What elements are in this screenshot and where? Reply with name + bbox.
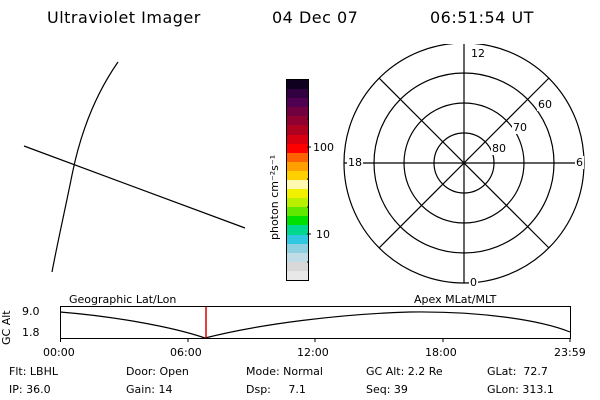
- date-label: 04 Dec 07: [272, 8, 359, 27]
- colorbar-segment: [287, 125, 308, 135]
- time-label: 06:51:54 UT: [430, 8, 534, 27]
- colorbar-segment: [287, 98, 308, 108]
- colorbar-segment: [287, 134, 308, 144]
- colorbar-segment: [287, 207, 308, 217]
- colorbar-segment: [287, 270, 308, 280]
- track-right-caption: Apex MLat/MLT: [414, 293, 497, 306]
- mlt-label-6: 6: [575, 156, 584, 169]
- colorbar-ticks: [307, 118, 311, 263]
- colorbar-segment: [287, 243, 308, 253]
- track-ylabel: GC Alt: [0, 310, 13, 345]
- colorbar-segment: [287, 179, 308, 190]
- track-xtick-1800: 18:00: [425, 346, 457, 359]
- track-xtick-2359: 23:59: [554, 346, 586, 359]
- info-gc-alt: GC Alt: 2.2 Re: [366, 365, 443, 378]
- colorbar-segment: [287, 116, 308, 126]
- colorbar-segment: [287, 107, 308, 117]
- colorbar-segment: [287, 234, 308, 244]
- geographic-grid-plot: [23, 61, 246, 273]
- colorbar-segment: [287, 225, 308, 235]
- mlat-label-60: 60: [537, 98, 553, 111]
- colorbar-segment: [287, 252, 308, 262]
- track-xtick-1200: 12:00: [297, 346, 329, 359]
- mlat-label-80: 80: [491, 142, 507, 155]
- colorbar-tick-10: 10: [316, 228, 330, 241]
- polar-mlat-mlt-plot: [343, 44, 585, 284]
- longitude-line: [51, 61, 119, 273]
- colorbar-segment: [287, 161, 308, 171]
- colorbar-segment: [287, 152, 308, 162]
- mlt-label-18: 18: [347, 156, 363, 169]
- info-gain: Gain: 14: [126, 383, 173, 396]
- track-ytick-bottom: 1.8: [22, 326, 40, 339]
- latitude-line: [23, 145, 246, 229]
- orbit-altitude-track: [60, 306, 571, 342]
- mlat-label-70: 70: [512, 121, 528, 134]
- info-door: Door: Open: [126, 365, 189, 378]
- colorbar-segment: [287, 79, 308, 90]
- info-ip: IP: 36.0: [9, 383, 51, 396]
- colorbar-segment: [287, 89, 308, 99]
- mlt-label-0: 0: [469, 276, 478, 289]
- track-ytick-top: 9.0: [22, 305, 40, 318]
- colorbar-segment: [287, 170, 308, 180]
- info-glon: GLon: 313.1: [487, 383, 554, 396]
- colorbar-segment: [287, 216, 308, 226]
- colorbar-unit-label: photon cm⁻²s⁻¹: [268, 154, 281, 240]
- colorbar-segment: [287, 198, 308, 208]
- info-mode: Mode: Normal: [246, 365, 323, 378]
- info-dsp: Dsp: 7.1: [246, 383, 306, 396]
- colorbar-segment: [287, 261, 308, 271]
- colorbar-segment: [287, 189, 308, 199]
- track-left-caption: Geographic Lat/Lon: [69, 293, 177, 306]
- info-seq: Seq: 39: [366, 383, 408, 396]
- track-xtick-0600: 06:00: [170, 346, 202, 359]
- colorbar-segment: [287, 143, 308, 153]
- info-filter: Flt: LBHL: [9, 365, 58, 378]
- intensity-colorbar: [286, 79, 309, 281]
- colorbar-tick-100: 100: [313, 141, 334, 154]
- info-glat: GLat: 72.7: [487, 365, 548, 378]
- mlt-label-12: 12: [470, 47, 486, 60]
- altitude-curve: [60, 311, 571, 339]
- instrument-title: Ultraviolet Imager: [47, 8, 201, 27]
- track-xtick-0000: 00:00: [43, 346, 75, 359]
